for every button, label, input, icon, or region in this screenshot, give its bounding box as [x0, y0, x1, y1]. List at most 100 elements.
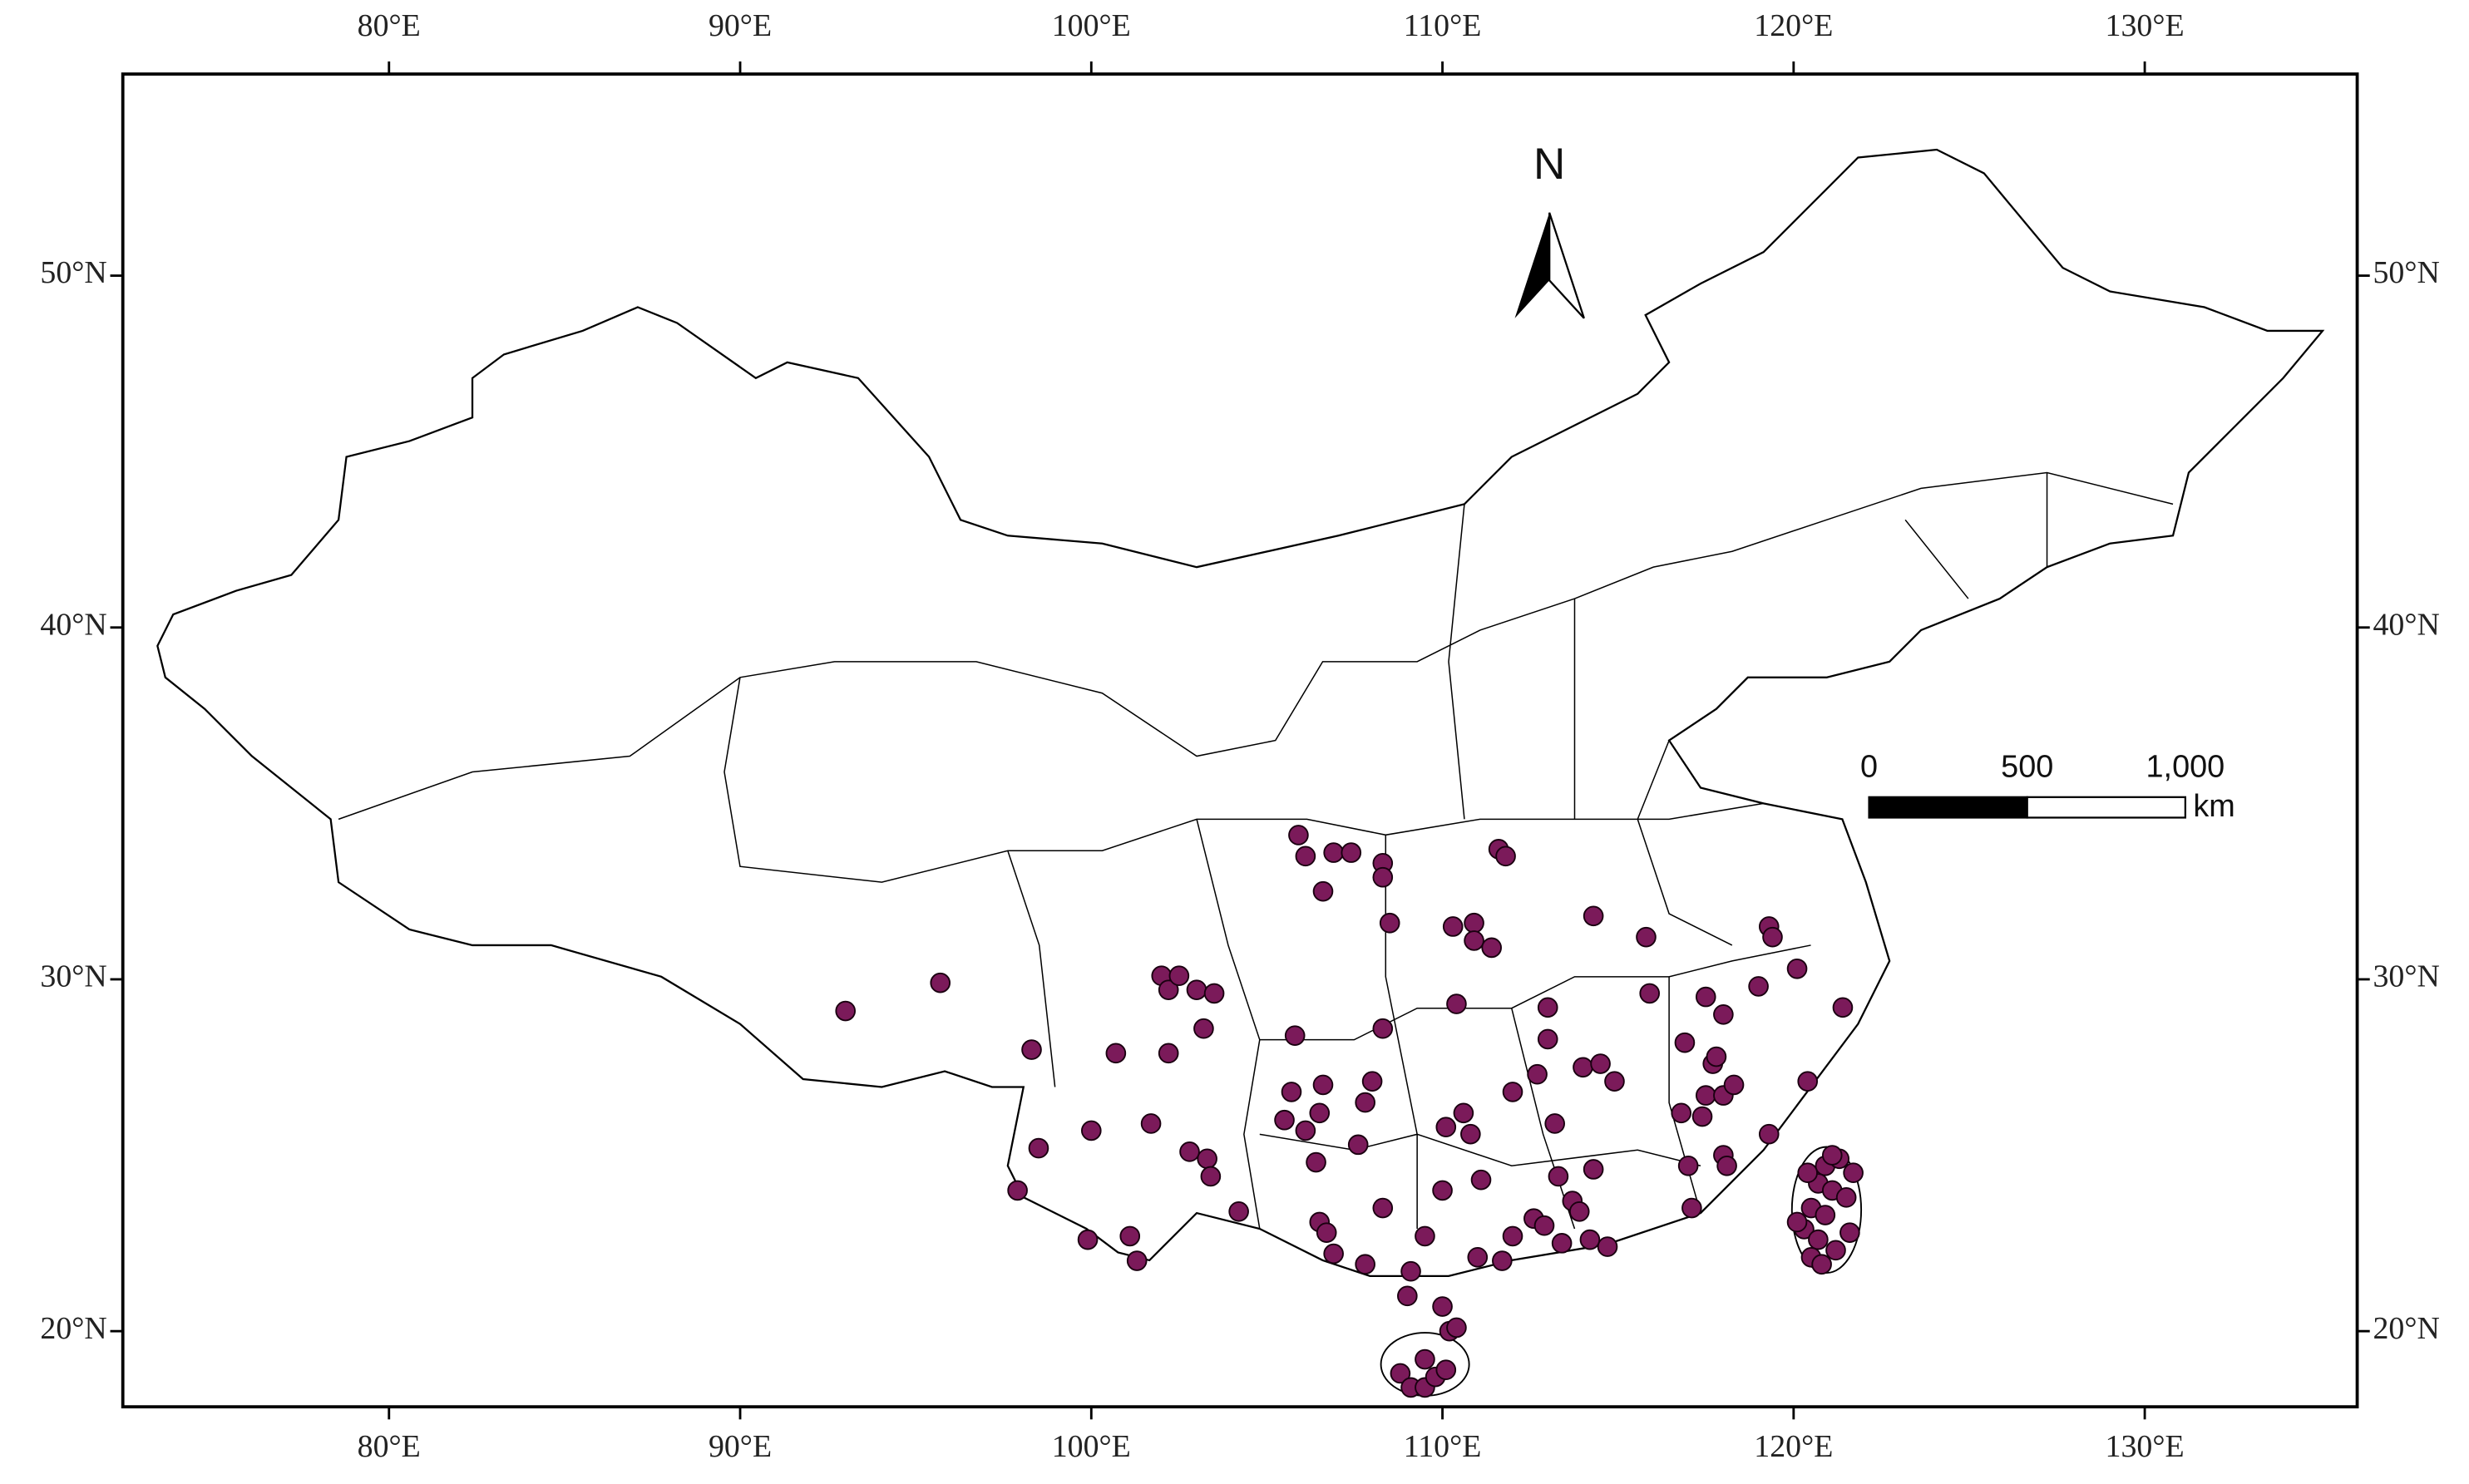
location-point: [1495, 846, 1516, 867]
location-point: [1021, 1039, 1042, 1060]
location-point: [1527, 1063, 1548, 1085]
location-point: [1372, 1018, 1394, 1039]
x-tick-label: 90°E: [709, 1429, 772, 1464]
y-tick-label-right: 50°N: [2373, 255, 2439, 290]
location-point: [1203, 983, 1225, 1004]
x-tick-label-top: 130°E: [2106, 8, 2185, 43]
location-point: [1453, 1102, 1474, 1124]
north-arrow-right: [1548, 212, 1585, 319]
location-point: [1355, 1092, 1375, 1113]
y-tick-label: 20°N: [40, 1311, 106, 1346]
location-point: [1435, 1359, 1457, 1381]
location-point: [1839, 1222, 1860, 1243]
x-tick-label: 110°E: [1404, 1429, 1482, 1464]
location-point: [1808, 1229, 1829, 1250]
y-tick-label: 40°N: [40, 607, 106, 642]
location-point: [1295, 846, 1316, 867]
location-point: [1309, 1102, 1331, 1124]
location-point: [1825, 1240, 1846, 1261]
location-point: [1832, 997, 1854, 1018]
location-point: [1716, 1155, 1737, 1176]
location-point: [1723, 1074, 1745, 1096]
location-point: [1397, 1285, 1418, 1307]
scale-bar-label: 0: [1860, 750, 1878, 785]
location-point: [1573, 1057, 1593, 1078]
x-tick-label: 120°E: [1754, 1429, 1833, 1464]
location-point: [1548, 1166, 1569, 1187]
scale-bar-segment: [2026, 796, 2187, 819]
location-point: [1470, 1169, 1492, 1191]
location-point: [1583, 905, 1604, 927]
location-point: [1355, 1254, 1375, 1275]
location-point: [1306, 1151, 1326, 1173]
north-label: N: [1533, 140, 1565, 189]
location-point: [1186, 979, 1207, 1000]
location-point: [1695, 1085, 1716, 1106]
location-point: [1105, 1043, 1127, 1064]
location-point: [1158, 1043, 1179, 1064]
location-point: [1379, 912, 1400, 934]
location-point: [1639, 983, 1661, 1004]
location-point: [1435, 1117, 1457, 1138]
scale-bar-label: 500: [2001, 750, 2053, 785]
scale-bar-unit: km: [2193, 789, 2234, 824]
location-point: [1748, 976, 1769, 997]
location-point: [1671, 1102, 1692, 1124]
location-point: [1460, 1123, 1481, 1145]
location-point: [1281, 1082, 1302, 1102]
location-point: [1415, 1348, 1435, 1370]
scale-bar-segment: [1868, 796, 2028, 819]
location-point: [1288, 825, 1309, 846]
y-tick-label-right: 20°N: [2373, 1311, 2439, 1346]
x-tick-label-top: 80°E: [358, 8, 421, 43]
location-point: [1821, 1145, 1843, 1166]
location-point: [1007, 1180, 1028, 1201]
location-point: [1691, 1106, 1713, 1127]
location-point: [1312, 1074, 1334, 1096]
location-point: [1077, 1229, 1099, 1250]
location-point: [1295, 1120, 1316, 1141]
location-point: [1835, 1187, 1857, 1208]
scale-bar-label: 1,000: [2146, 750, 2225, 785]
location-point: [1544, 1113, 1565, 1134]
y-tick-label: 50°N: [40, 255, 106, 290]
location-point: [1274, 1109, 1295, 1131]
map-frame: [121, 72, 2359, 1409]
x-tick-label: 100°E: [1052, 1429, 1131, 1464]
location-point: [1843, 1162, 1864, 1184]
location-point: [1372, 866, 1394, 888]
location-point: [1797, 1071, 1819, 1092]
location-point: [1168, 965, 1190, 987]
location-point: [1537, 1028, 1558, 1050]
location-point: [1390, 1363, 1411, 1384]
location-point: [1197, 1148, 1217, 1170]
location-point: [1797, 1162, 1819, 1184]
location-point: [1762, 926, 1783, 948]
location-point: [1551, 1233, 1573, 1254]
x-tick-label-top: 90°E: [709, 8, 772, 43]
location-point: [1119, 1225, 1141, 1247]
location-point: [1158, 979, 1179, 1000]
x-tick-label-top: 120°E: [1754, 8, 1833, 43]
location-point: [1590, 1053, 1611, 1074]
location-point: [1316, 1222, 1337, 1243]
location-point: [1502, 1082, 1523, 1102]
location-point: [930, 972, 951, 993]
location-point: [1467, 1246, 1489, 1268]
x-tick-label: 130°E: [2106, 1429, 2185, 1464]
location-point: [1400, 1260, 1421, 1282]
location-point: [1432, 1180, 1453, 1201]
location-point: [1533, 1215, 1555, 1236]
location-point: [1446, 993, 1467, 1014]
location-point: [1312, 880, 1334, 902]
location-point: [1442, 916, 1464, 937]
location-point: [1464, 912, 1484, 934]
location-point: [1284, 1025, 1306, 1046]
location-point: [1361, 1071, 1383, 1092]
location-point: [1568, 1201, 1590, 1222]
location-point: [1695, 986, 1716, 1008]
location-point: [1681, 1197, 1702, 1219]
location-point: [1492, 1250, 1513, 1271]
location-point: [1432, 1296, 1453, 1317]
location-point: [1583, 1159, 1604, 1180]
